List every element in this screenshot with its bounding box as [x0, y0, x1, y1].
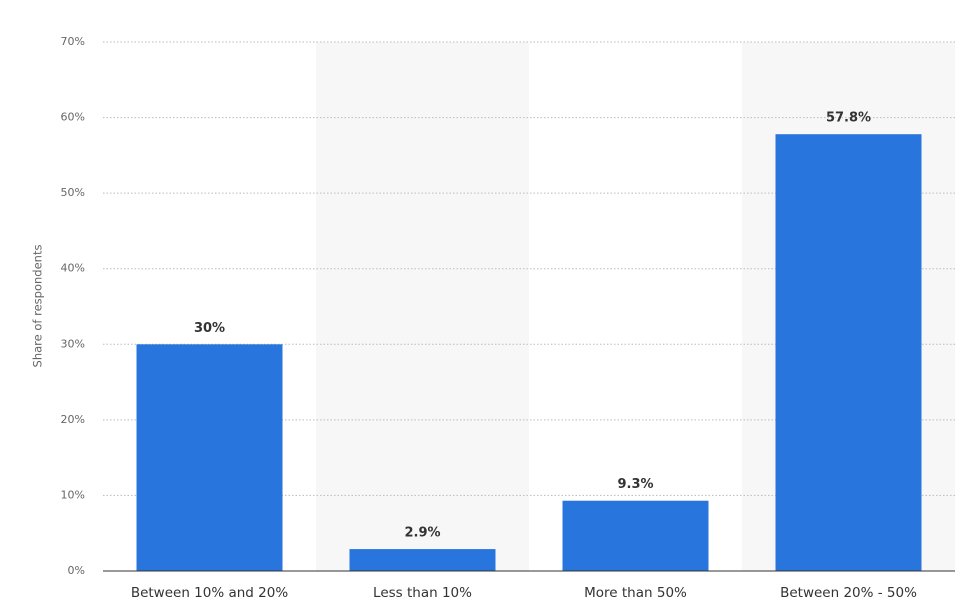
y-tick-label: 0%: [68, 564, 85, 577]
y-tick-label: 50%: [61, 186, 85, 199]
x-tick-label: Between 20% - 50%: [780, 585, 917, 601]
y-tick-label: 20%: [61, 413, 85, 426]
bar: [775, 134, 922, 571]
value-label: 2.9%: [404, 526, 440, 541]
x-tick-label: More than 50%: [584, 585, 687, 601]
value-label: 57.8%: [826, 111, 871, 126]
y-tick-label: 60%: [61, 111, 85, 124]
value-label: 9.3%: [617, 477, 653, 492]
y-tick-label: 40%: [61, 262, 85, 275]
x-tick-label: Less than 10%: [373, 585, 472, 601]
bar: [562, 500, 709, 571]
bar: [349, 549, 496, 571]
y-tick-label: 30%: [61, 337, 85, 350]
value-label: 30%: [194, 321, 225, 336]
y-axis-label: Share of respondents: [31, 245, 45, 368]
bar: [136, 344, 283, 571]
y-tick-label: 10%: [61, 488, 85, 501]
y-tick-label: 70%: [61, 35, 85, 48]
band-shade: [316, 42, 529, 571]
x-tick-label: Between 10% and 20%: [131, 585, 289, 601]
